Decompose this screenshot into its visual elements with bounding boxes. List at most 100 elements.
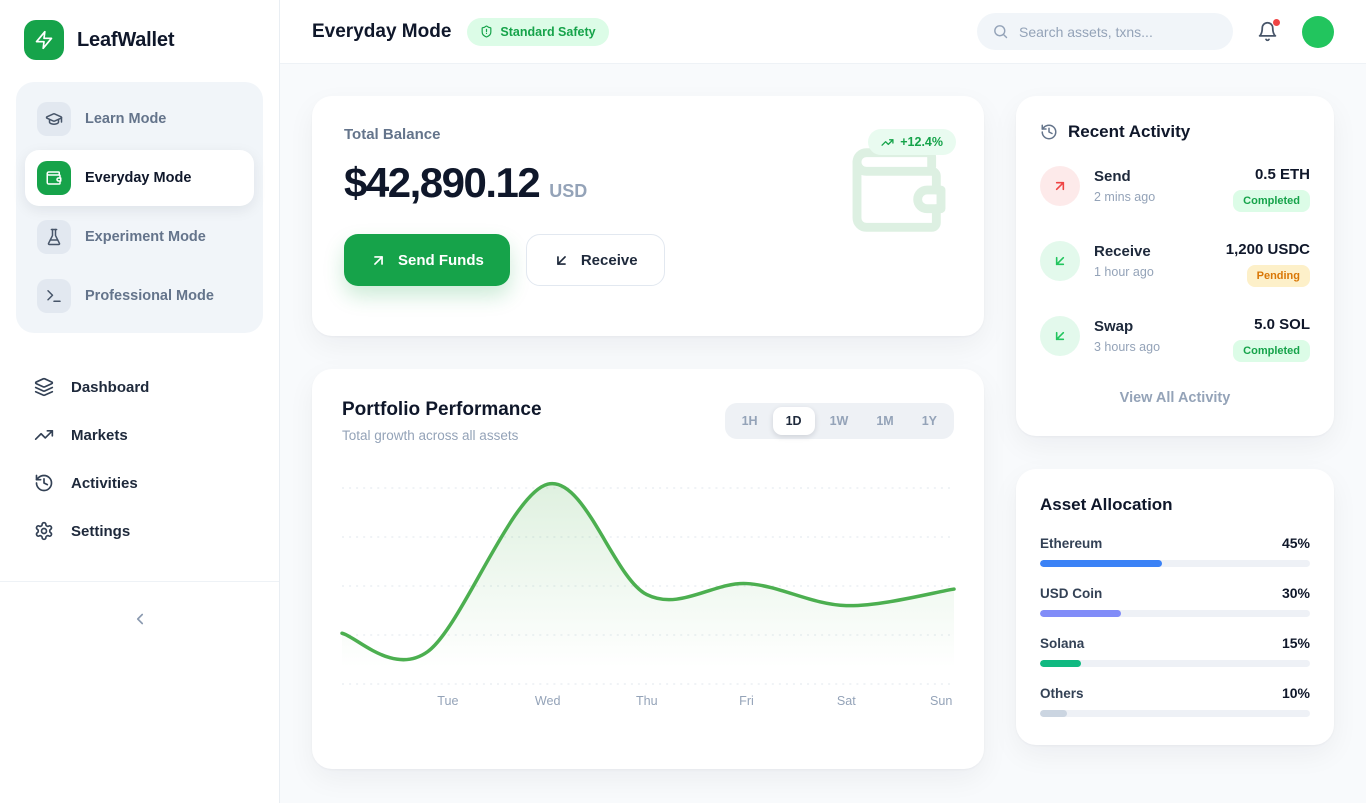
notifications-button[interactable] [1257,19,1280,42]
sidebar-item-everyday-mode[interactable]: Everyday Mode [25,150,254,206]
svg-text:Fri: Fri [739,694,754,708]
sidebar-item-experiment-mode[interactable]: Experiment Mode [25,209,254,265]
bell-icon [1257,21,1278,42]
activity-time: 2 mins ago [1094,190,1156,204]
asset-percent: 15% [1281,635,1310,651]
asset-name: USD Coin [1040,585,1103,601]
activity-type: Receive [1094,243,1151,260]
sidebar-item-settings[interactable]: Settings [16,507,263,555]
activity-list: Send 2 mins ago 0.5 ETH Completed [1040,166,1310,362]
balance-change-value: +12.4% [900,135,943,149]
progress-track [1040,610,1310,617]
sidebar-item-professional-mode[interactable]: Professional Mode [25,268,254,324]
range-button-1w[interactable]: 1W [817,407,862,435]
activity-time: 3 hours ago [1094,340,1161,354]
allocation-list: Ethereum 45% USD Coin 30% [1040,535,1310,717]
trending-up-icon [34,425,54,445]
sidebar-item-dashboard[interactable]: Dashboard [16,363,263,411]
progress-fill [1040,660,1081,667]
history-icon [34,473,54,493]
arrow-down-left-icon [1040,241,1080,281]
activity-row-send[interactable]: Send 2 mins ago 0.5 ETH Completed [1040,166,1310,212]
portfolio-subtitle: Total growth across all assets [342,428,519,443]
sidebar-item-label: Professional Mode [85,288,214,304]
activity-time: 1 hour ago [1094,265,1154,279]
arrow-up-right-icon [370,252,387,269]
balance-amount: $42,890.12 [344,159,541,206]
left-column: Total Balance $42,890.12 USD Send Funds [312,96,984,769]
avatar[interactable] [1302,15,1334,48]
progress-fill [1040,560,1162,567]
progress-track [1040,560,1310,567]
allocation-row-ethereum: Ethereum 45% [1040,535,1310,567]
activity-type: Swap [1094,318,1134,335]
flask-icon [37,220,71,254]
asset-percent: 10% [1281,685,1310,701]
safety-badge: Standard Safety [467,17,609,46]
arrow-up-right-icon [1040,166,1080,206]
receive-button[interactable]: Receive [525,234,665,286]
mode-switcher: Learn Mode Everyday Mode Experiment Mode… [16,82,263,333]
arrow-down-left-icon [553,252,570,269]
sidebar-item-label: Learn Mode [85,111,167,127]
range-button-1d[interactable]: 1D [772,407,815,435]
sidebar-item-markets[interactable]: Markets [16,411,263,459]
asset-percent: 30% [1281,585,1310,601]
range-button-1y[interactable]: 1Y [909,407,950,435]
allocation-row-solana: Solana 15% [1040,635,1310,667]
sidebar-item-activities[interactable]: Activities [16,459,263,507]
send-funds-button[interactable]: Send Funds [344,234,510,286]
notification-dot [1273,19,1280,26]
range-button-1h[interactable]: 1H [729,407,771,435]
sidebar-nav: Dashboard Markets Activities Settings [16,363,263,555]
sidebar-item-label: Settings [71,522,131,540]
svg-text:Sat: Sat [837,694,856,708]
balance-row: $42,890.12 USD [344,159,952,207]
wallet-icon [37,161,71,195]
svg-text:Thu: Thu [636,694,658,708]
activity-row-swap[interactable]: Swap 3 hours ago 5.0 SOL Completed [1040,316,1310,362]
recent-activity-head: Recent Activity [1040,122,1310,142]
topbar: Everyday Mode Standard Safety [280,0,1366,64]
chevron-left-icon [131,610,149,628]
status-badge: Completed [1233,190,1310,212]
balance-currency: USD [549,181,588,201]
recent-activity-title: Recent Activity [1068,122,1191,141]
sidebar: LeafWallet Learn Mode Everyday Mode Expe… [0,0,280,803]
balance-actions: Send Funds Receive [344,234,952,286]
portfolio-chart-svg: Tue Wed Thu Fri Sat Sun [340,482,956,708]
portfolio-performance-card: Portfolio Performance Total growth acros… [312,369,984,769]
sidebar-item-label: Markets [71,426,128,444]
asset-percent: 45% [1281,535,1310,551]
portfolio-title: Portfolio Performance [342,399,542,420]
sidebar-collapse-button[interactable] [123,602,157,636]
activity-type: Send [1094,168,1131,185]
right-column: Recent Activity Send 2 mins ago 0.5 ETH [1016,96,1334,769]
status-badge: Pending [1246,265,1310,287]
app-name: LeafWallet [77,28,175,51]
main-area: Everyday Mode Standard Safety [280,0,1366,803]
balance-label: Total Balance [344,126,441,143]
asset-name: Ethereum [1040,535,1103,551]
asset-name: Solana [1040,635,1085,651]
svg-text:Tue: Tue [437,694,458,708]
arrow-down-left-icon [1040,316,1080,356]
time-range-selector: 1H 1D 1W 1M 1Y [724,403,954,439]
layers-icon [34,377,54,397]
asset-allocation-title: Asset Allocation [1040,495,1173,514]
portfolio-head: Portfolio Performance Total growth acros… [342,399,954,443]
allocation-row-others: Others 10% [1040,685,1310,717]
view-all-activity-link[interactable]: View All Activity [1119,390,1231,406]
history-icon [1040,123,1058,141]
activity-amount: 0.5 ETH [1254,166,1310,183]
app-logo: LeafWallet [0,0,279,74]
balance-change-badge: +12.4% [868,129,956,155]
sidebar-item-label: Everyday Mode [85,170,192,186]
activity-row-receive[interactable]: Receive 1 hour ago 1,200 USDC Pending [1040,241,1310,287]
progress-fill [1040,710,1067,717]
search-input[interactable] [1019,23,1218,40]
sidebar-item-learn-mode[interactable]: Learn Mode [25,91,254,147]
range-button-1m[interactable]: 1M [863,407,906,435]
asset-allocation-card: Asset Allocation Ethereum 45% USD Coin 3… [1016,469,1334,745]
graduation-cap-icon [37,102,71,136]
